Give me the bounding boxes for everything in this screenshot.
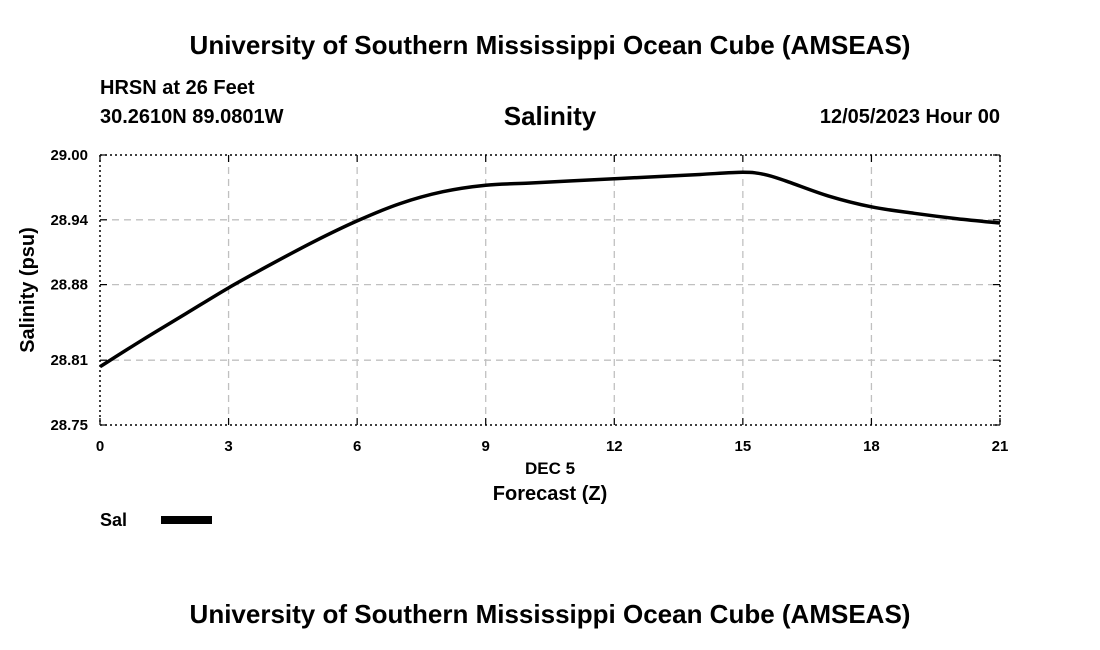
y-tick-label: 29.00: [50, 147, 88, 164]
x-date-label: DEC 5: [525, 459, 575, 478]
legend-swatch: [161, 516, 212, 524]
x-tick-label: 6: [353, 438, 361, 455]
bottom-title: University of Southern Mississippi Ocean…: [189, 599, 911, 629]
x-tick-label: 18: [863, 438, 880, 455]
x-axis-title: Forecast (Z): [493, 483, 607, 505]
series-line-sal: [99, 170, 1001, 369]
legend-label: Sal: [100, 510, 128, 530]
x-tick-label: 12: [606, 438, 623, 455]
top-title: University of Southern Mississippi Ocean…: [189, 30, 911, 60]
y-axis-title: Salinity (psu): [17, 227, 39, 353]
axes: [99, 154, 1001, 426]
y-tick-label: 28.94: [50, 212, 88, 229]
x-tick-label: 3: [224, 438, 232, 455]
x-tick-label: 0: [96, 438, 104, 455]
y-tick-label: 28.81: [50, 352, 88, 369]
forecast-datetime: 12/05/2023 Hour 00: [819, 106, 1000, 128]
chart-title: Salinity: [503, 101, 597, 131]
grid: [100, 155, 1000, 425]
y-tick-label: 28.88: [50, 277, 88, 294]
axis-labels: 0 3 6 9 12 15 18 21 28.75 28.81 28.88 28.94 29.00 DEC…: [17, 147, 1008, 505]
x-tick-label: 9: [482, 438, 490, 455]
x-tick-label: 15: [735, 438, 752, 455]
station-label: HRSN at 26 Feet: [100, 77, 255, 99]
y-tick-label: 28.75: [50, 417, 88, 434]
coordinates-label: 30.2610N 89.0801W: [100, 106, 284, 128]
x-tick-label: 21: [992, 438, 1009, 455]
series-layer: [99, 170, 1001, 369]
